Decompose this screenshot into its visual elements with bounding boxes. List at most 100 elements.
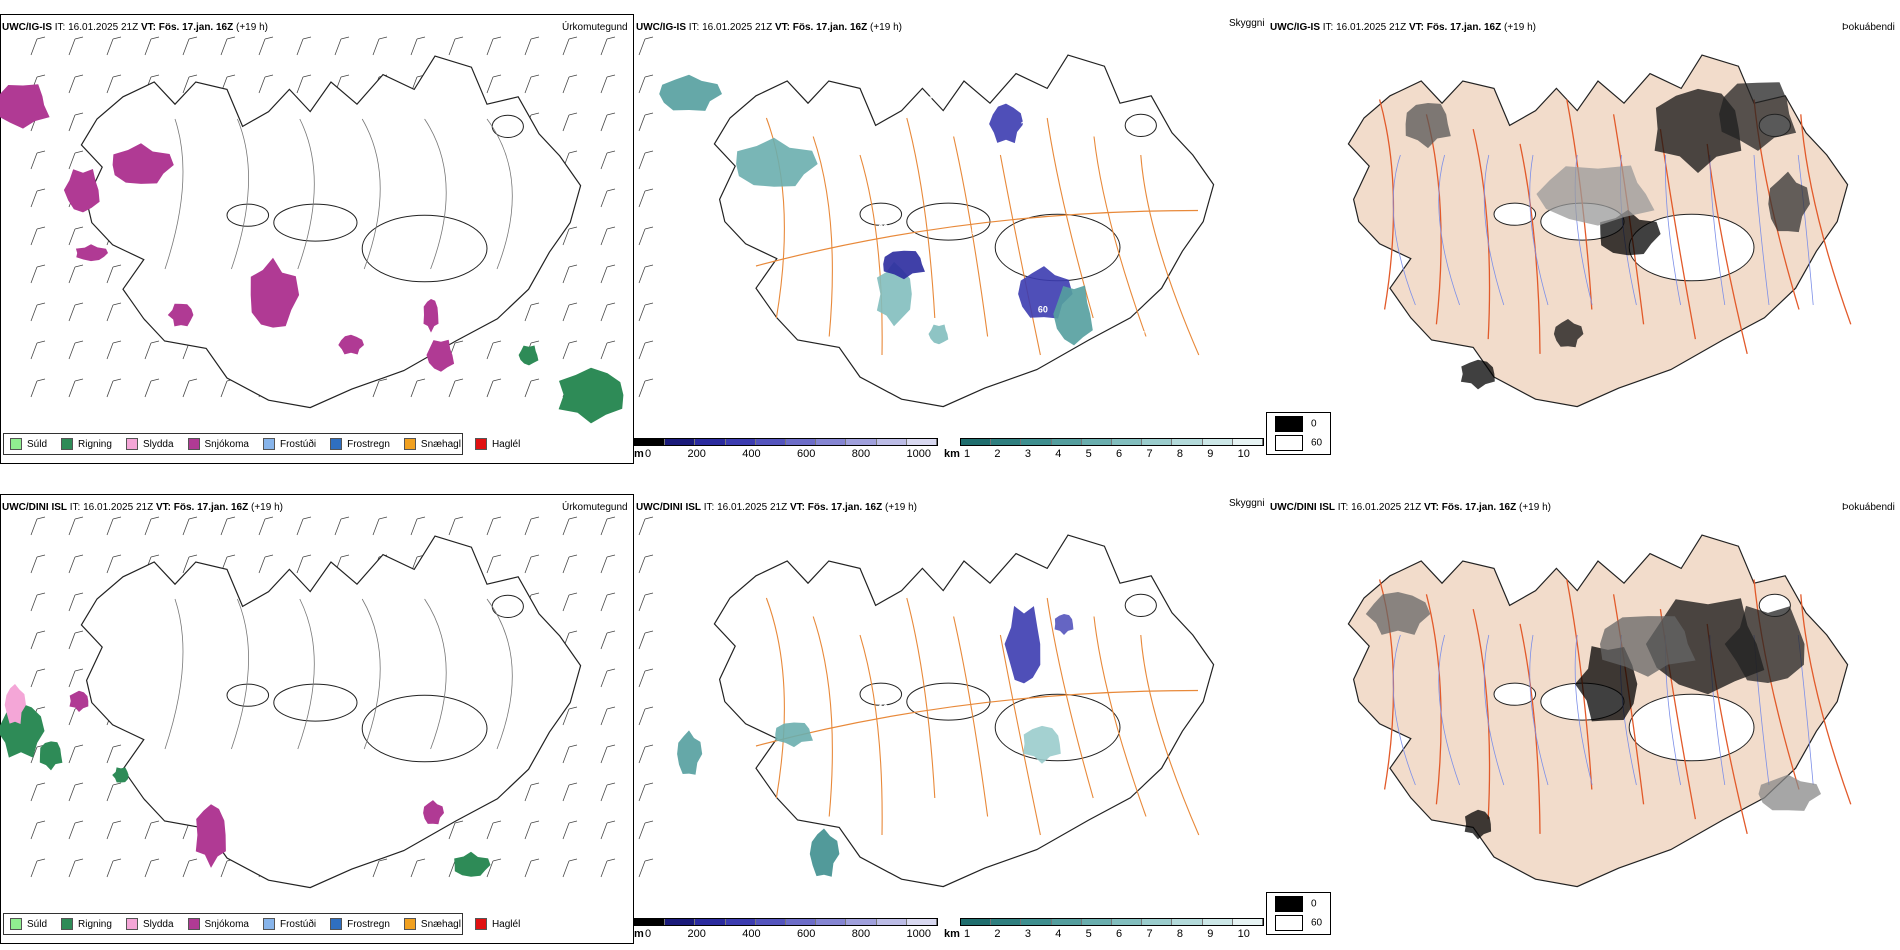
wind-barb-flag <box>644 858 654 862</box>
wind-barb <box>220 380 228 398</box>
wind-barb <box>68 342 76 360</box>
wind-barb-flag <box>340 516 350 520</box>
wind-barb <box>600 670 608 688</box>
road-line <box>859 154 883 356</box>
tick-label: 2 <box>994 448 1001 460</box>
wind-barb-flag <box>150 378 160 382</box>
wind-barb-flag <box>74 782 84 786</box>
wind-barb-flag <box>36 706 46 710</box>
tick-label: 8 <box>1176 448 1183 460</box>
wind-barb-flag <box>150 820 160 824</box>
wind-barb <box>258 518 266 536</box>
wind-barb-flag <box>606 112 616 116</box>
road-line <box>486 118 513 270</box>
fog-area <box>1553 319 1584 348</box>
wind-barb-flag <box>226 516 236 520</box>
wind-barb <box>106 784 114 802</box>
wind-barb-flag <box>36 668 46 672</box>
wind-barb-flag <box>416 36 426 40</box>
wind-barb-flag <box>36 150 46 154</box>
model-name: UWC/DINI ISL <box>636 502 701 513</box>
fog-legend-item: 60 <box>1275 915 1322 931</box>
wind-barb <box>68 708 76 726</box>
legend-item-frostudi: Frostúði <box>262 438 316 450</box>
wind-barb <box>448 860 456 878</box>
wind-barb <box>638 266 646 284</box>
wind-barb-flag <box>74 592 84 596</box>
visibility-map-top: 11 24 12 1 25 220 86 142 18 16 37 22 1 71 87 25 60 17 <box>659 54 1215 408</box>
wind-barb <box>258 556 266 574</box>
road-line <box>1093 616 1147 817</box>
river-line <box>1483 634 1505 786</box>
wind-barb <box>220 860 228 878</box>
road-line <box>1046 597 1094 799</box>
road-line <box>1093 136 1147 337</box>
wind-barb <box>638 784 646 802</box>
wind-barb <box>562 822 570 840</box>
wind-barb-flag <box>378 378 388 382</box>
visibility-point-label: 24 <box>905 170 915 180</box>
wind-barb-flag <box>36 302 46 306</box>
rain-area <box>39 741 63 771</box>
it-value: 16.01.2025 21Z <box>702 22 773 33</box>
wind-barb <box>486 860 494 878</box>
wind-barb-flag <box>644 554 654 558</box>
wind-barb-flag <box>568 302 578 306</box>
vb-cell <box>1112 439 1143 445</box>
vb-cell <box>1021 919 1052 925</box>
wind-barb-flag <box>74 36 84 40</box>
vb-cell <box>1081 919 1113 925</box>
precip-type-panel-bottom: Súld Rigning Slydda Snjókoma Frostúði Fr… <box>0 494 654 944</box>
wind-barb <box>30 190 38 208</box>
wind-barb <box>68 304 76 322</box>
tick-label: 0 <box>645 448 652 460</box>
wind-barb <box>296 38 304 56</box>
vb-cell <box>991 919 1022 925</box>
wind-barb-flag <box>644 36 654 40</box>
wind-barb <box>524 784 532 802</box>
legend-item-haglel: Haglél <box>474 918 520 930</box>
visibility-area <box>928 324 949 345</box>
road-line <box>1472 608 1491 820</box>
wind-barb-flag <box>74 820 84 824</box>
wind-barb-flag <box>454 378 464 382</box>
legend-item-rigning: Rigning <box>61 918 112 930</box>
glacier-outline <box>1124 113 1157 138</box>
vb-cell <box>1051 439 1082 445</box>
wind-barb-flag <box>188 74 198 78</box>
legend-label: Súld <box>27 438 48 450</box>
snow-area <box>63 169 100 213</box>
wind-barb <box>30 342 38 360</box>
wind-barb-flag <box>606 706 616 710</box>
wind-barb <box>562 784 570 802</box>
tick-label: 1 <box>964 928 971 940</box>
river-line <box>1392 154 1416 306</box>
wind-barb <box>30 594 38 612</box>
wind-barb <box>562 304 570 322</box>
visibility-area <box>883 250 925 280</box>
wind-barb-flag <box>36 516 46 520</box>
wind-barb-flag <box>36 782 46 786</box>
wind-barb <box>106 342 114 360</box>
wind-barb-flag <box>530 112 540 116</box>
wind-barb-flag <box>112 820 122 824</box>
wind-barb <box>296 556 304 574</box>
wind-barb <box>182 860 190 878</box>
wind-barb-flag <box>568 264 578 268</box>
wind-barb <box>524 304 532 322</box>
wind-barb <box>562 38 570 56</box>
wind-barb-flag <box>36 36 46 40</box>
tick-label: 5 <box>1085 928 1092 940</box>
vb-cell <box>1202 439 1233 445</box>
legend-item-snjokoma: Snjókoma <box>187 918 249 930</box>
road-line <box>906 117 936 319</box>
wind-barb-flag <box>226 74 236 78</box>
wind-barb-flag <box>302 36 312 40</box>
road-line <box>231 118 249 270</box>
precip-type-header-top: UWC/IG-IS IT: 16.01.2025 21Z VT: Fös. 17… <box>2 22 268 33</box>
tick-label: 800 <box>851 928 871 940</box>
wind-barb-flag <box>568 74 578 78</box>
iceland-coastline <box>713 534 1215 888</box>
legend-swatch <box>61 438 74 450</box>
legend-label: Súld <box>27 918 48 930</box>
